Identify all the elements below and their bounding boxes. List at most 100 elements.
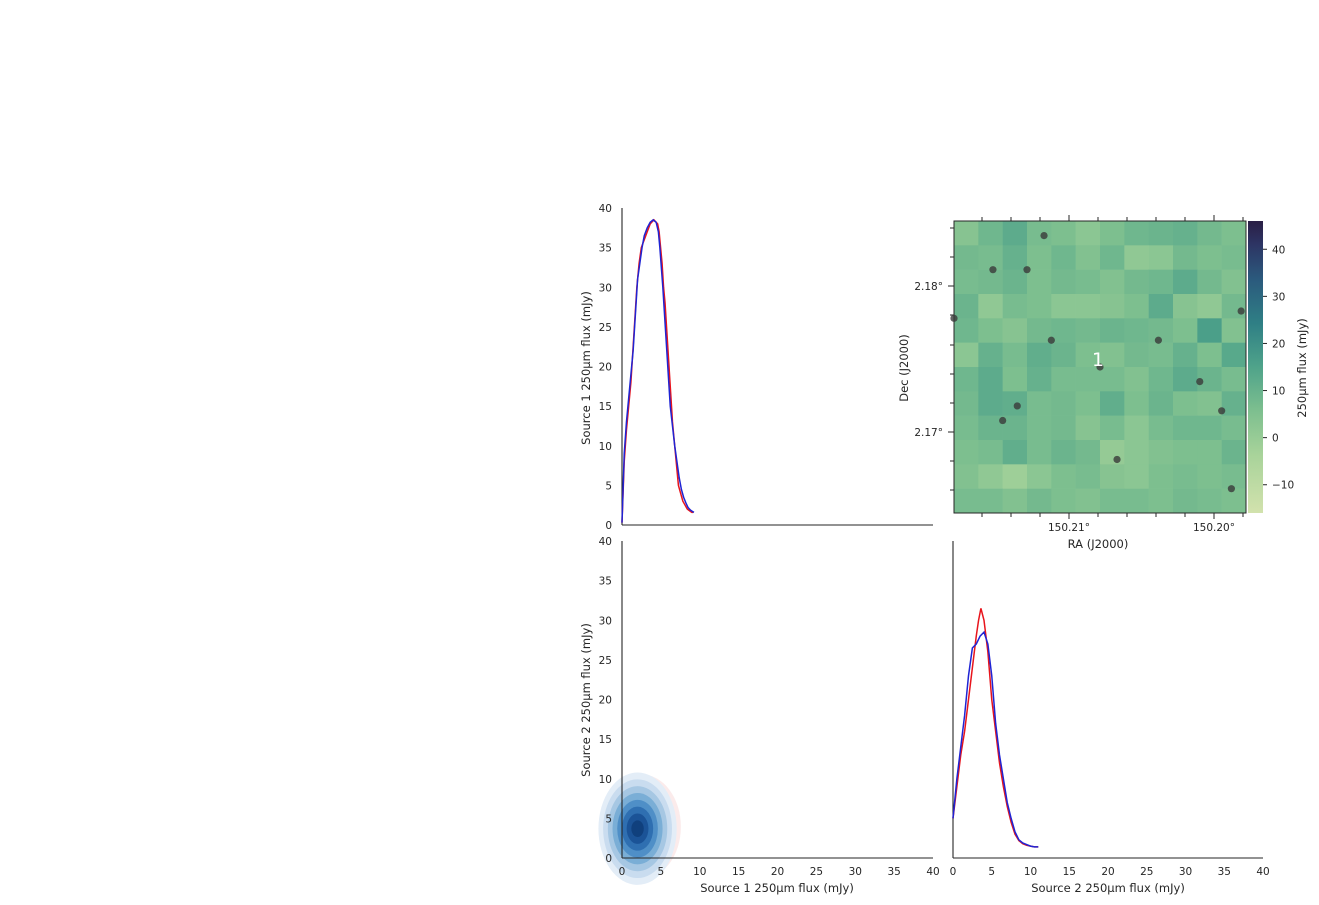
source2-marginal-panel: 0 5 10 15 20 25 30 35 40 Source 2 250μm flux (mJ…: [950, 541, 1270, 895]
dec-tick-1: 2.18°: [914, 281, 943, 293]
flux-map-pixel: [1173, 269, 1198, 295]
bl-x-axis-label: Source 1 250μm flux (mJy): [700, 881, 854, 895]
flux-map-pixel: [1002, 294, 1028, 319]
flux-map-pixel: [954, 391, 979, 416]
flux-map-pixel: [1051, 391, 1076, 416]
flux-map-pixel: [1100, 488, 1125, 514]
br-series-line-1: [952, 630, 1039, 848]
flux-map-pixel: [1051, 464, 1076, 489]
flux-map-pixel: [978, 269, 1003, 295]
tl-y-tick-label: 20: [599, 362, 612, 374]
flux-map-pixel: [1075, 245, 1101, 270]
flux-map-pixel: [1051, 269, 1076, 295]
flux-map-pixel: [1221, 269, 1247, 295]
tl-series: [621, 218, 695, 523]
flux-map-pixel: [1221, 367, 1247, 392]
flux-map-pixel: [978, 294, 1003, 319]
flux-map-pixel: [1197, 294, 1222, 319]
flux-map-pixel: [1221, 221, 1247, 246]
tl-y-tick-label: 0: [605, 520, 612, 532]
flux-map-pixel: [1124, 440, 1149, 465]
flux-map-pixel: [1002, 440, 1028, 465]
flux-map-pixel: [1075, 269, 1101, 295]
flux-map-pixel: [1100, 221, 1125, 246]
flux-map-pixel: [1221, 318, 1247, 343]
flux-map-pixel: [978, 440, 1003, 465]
flux-map-pixel: [1173, 221, 1198, 246]
flux-map-pixel: [1100, 269, 1125, 295]
flux-map-pixel: [1027, 464, 1052, 489]
tl-y-tick-label: 25: [599, 322, 612, 334]
flux-map-pixel: [1027, 415, 1052, 441]
flux-map-pixel: [1051, 318, 1076, 343]
flux-map-pixel: [1002, 342, 1028, 368]
flux-map-pixel: [1221, 440, 1247, 465]
flux-map-pixel: [1124, 415, 1149, 441]
flux-map-pixel: [1075, 294, 1101, 319]
bl-y-tick-label: 5: [605, 813, 612, 825]
flux-map-pixel: [1051, 245, 1076, 270]
br-x-tick-label: 40: [1256, 866, 1269, 878]
br-x-tick-label: 25: [1140, 866, 1153, 878]
br-x-axis-label: Source 2 250μm flux (mJy): [1031, 881, 1185, 895]
bl-ticks: 0 5 10 15 20 25 30 35 40 0 5 10 15 20 25 30 35 40: [599, 536, 940, 878]
source-marker: [1113, 455, 1121, 464]
flux-map-grid: [954, 221, 1247, 514]
br-ticks: 0 5 10 15 20 25 30 35 40: [950, 866, 1270, 878]
flux-map-pixel: [1100, 415, 1125, 441]
flux-map-pixel: [1197, 415, 1222, 441]
flux-map-pixel: [1197, 464, 1222, 489]
flux-map-pixel: [1197, 245, 1222, 270]
ra-axis-label: RA (J2000): [1068, 537, 1129, 551]
flux-map-pixel: [1173, 464, 1198, 489]
flux-map-pixel: [1197, 269, 1222, 295]
flux-map-pixel: [1100, 464, 1125, 489]
bl-y-tick-label: 20: [599, 695, 612, 707]
flux-map-pixel: [954, 440, 979, 465]
flux-map-pixel: [1100, 440, 1125, 465]
flux-map-pixel: [1075, 488, 1101, 514]
source-marker: [1218, 407, 1226, 415]
flux-map-pixel: [954, 488, 979, 514]
flux-map-pixel: [954, 464, 979, 489]
flux-map-pixel: [1148, 342, 1174, 368]
kde-blue-contour: [631, 820, 644, 838]
flux-map-pixel: [1027, 245, 1052, 270]
bl-y-tick-label: 30: [599, 615, 612, 627]
colorbar-label: 250μm flux (mJy): [1295, 318, 1309, 418]
colorbar-tick-label: 40: [1272, 244, 1285, 256]
flux-map-pixel: [1075, 221, 1101, 246]
flux-map-pixel: [954, 342, 979, 368]
flux-map-pixel: [1124, 294, 1149, 319]
flux-map-pixel: [978, 318, 1003, 343]
bl-x-tick-label: 5: [658, 866, 665, 878]
tl-series-line-1: [621, 218, 695, 523]
flux-map-pixel: [1197, 318, 1222, 343]
flux-map-pixel: [978, 367, 1003, 392]
colorbar-tick-label: 0: [1272, 433, 1279, 445]
flux-map-pixel: [954, 221, 979, 246]
flux-map-pixel: [1148, 464, 1174, 489]
bl-y-tick-label: 25: [599, 655, 612, 667]
bl-y-tick-label: 35: [599, 576, 612, 588]
flux-map-pixel: [1173, 318, 1198, 343]
flux-map-pixel: [1124, 367, 1149, 392]
flux-map-pixel: [1124, 245, 1149, 270]
flux-map-pixel: [1173, 245, 1198, 270]
flux-map-pixel: [1197, 342, 1222, 368]
flux-map-pixel: [1124, 342, 1149, 368]
flux-map-pixel: [1002, 245, 1028, 270]
br-x-tick-label: 15: [1063, 866, 1076, 878]
source-marker: [1013, 402, 1021, 410]
flux-map-pixel: [1100, 318, 1125, 343]
flux-map-pixel: [978, 391, 1003, 416]
source-marker: [999, 416, 1007, 425]
flux-map-pixel: [1197, 440, 1222, 465]
flux-map-pixel: [1173, 391, 1198, 416]
flux-map-pixel: [1051, 440, 1076, 465]
flux-map-pixel: [1051, 415, 1076, 441]
flux-map-pixel: [1075, 367, 1101, 392]
source-marker: [989, 266, 997, 274]
tl-y-tick-label: 30: [599, 282, 612, 294]
